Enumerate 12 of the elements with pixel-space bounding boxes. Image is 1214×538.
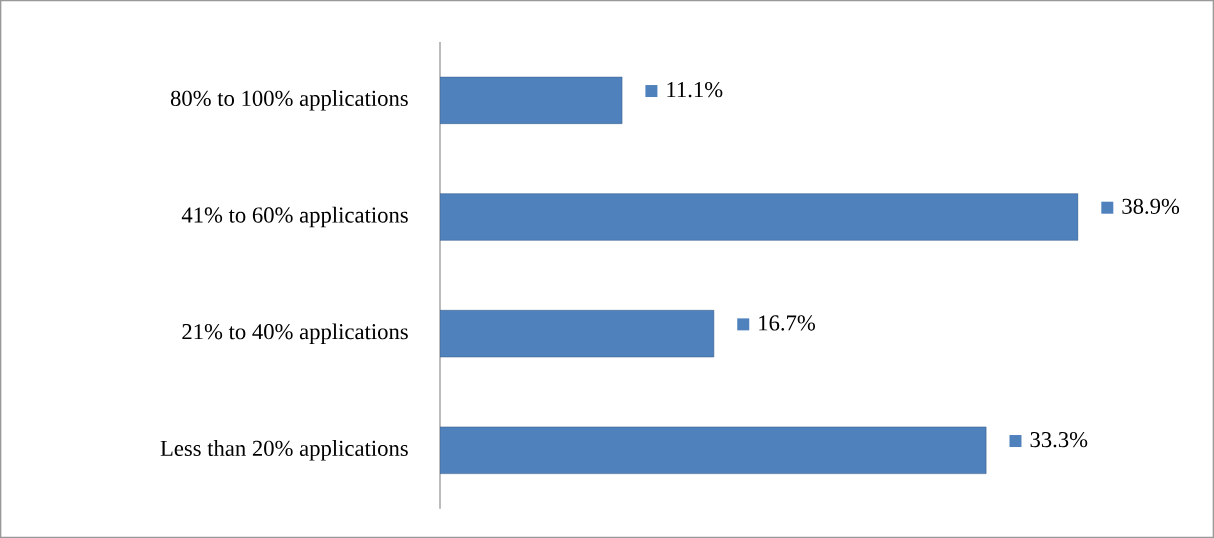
bar: [440, 193, 1079, 241]
data-label: 33.3%: [1030, 431, 1088, 448]
data-label: 38.9%: [1122, 198, 1180, 215]
y-tick-label: 41% to 60% applications: [181, 206, 408, 228]
data-label: 16.7%: [759, 315, 816, 331]
y-tick-label: 21% to 40% applications: [182, 323, 408, 344]
bar: [440, 426, 987, 474]
data-label: 11.1%: [667, 81, 723, 98]
bar: [440, 76, 623, 124]
y-tick-label: Less than 20% applications: [160, 440, 408, 461]
bar: [440, 310, 715, 358]
y-tick-label: 80% to 100% applications: [170, 90, 408, 111]
